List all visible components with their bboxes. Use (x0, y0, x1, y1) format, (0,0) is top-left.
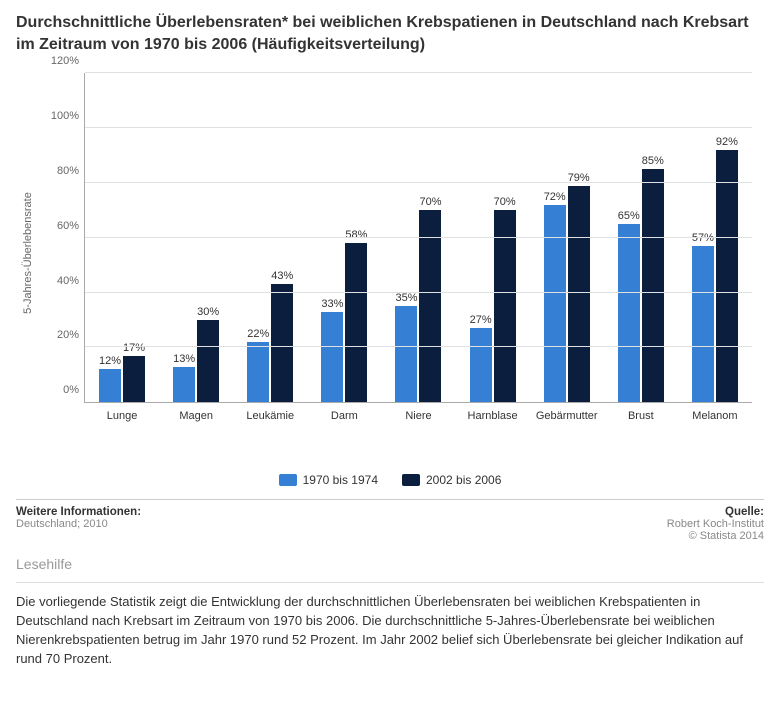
y-axis-label: 5-Jahres-Überlebensrate (22, 192, 34, 314)
category-group: 72%79%Gebärmutter (530, 73, 604, 402)
chart: 5-Jahres-Überlebensrate 12%17%Lunge13%30… (56, 73, 752, 433)
bar: 79% (568, 186, 590, 403)
legend-label: 2002 bis 2006 (426, 473, 501, 487)
plot-area: 12%17%Lunge13%30%Magen22%43%Leukämie33%5… (84, 73, 752, 403)
bar-value-label: 13% (173, 353, 195, 365)
chart-title: Durchschnittliche Überlebensraten* bei w… (16, 12, 764, 55)
bar-value-label: 33% (321, 298, 343, 310)
legend-label: 1970 bis 1974 (303, 473, 378, 487)
bar: 70% (494, 210, 516, 402)
bar-value-label: 58% (345, 229, 367, 241)
bar-value-label: 30% (197, 306, 219, 318)
meta-row: Weitere Informationen: Deutschland; 2010… (16, 499, 764, 542)
x-tick: Darm (331, 410, 358, 422)
bar: 57% (692, 246, 714, 402)
bar-value-label: 72% (544, 191, 566, 203)
legend-swatch (402, 474, 420, 486)
category-group: 33%58%Darm (307, 73, 381, 402)
category-group: 13%30%Magen (159, 73, 233, 402)
y-tick: 80% (57, 165, 79, 177)
y-tick: 120% (51, 55, 79, 67)
lesehilfe-text: Die vorliegende Statistik zeigt die Entw… (16, 582, 764, 668)
bar-value-label: 35% (395, 292, 417, 304)
legend: 1970 bis 1974 2002 bis 2006 (16, 473, 764, 487)
bar: 27% (470, 328, 492, 402)
x-tick: Gebärmutter (536, 410, 598, 422)
bar: 72% (544, 205, 566, 402)
bar-value-label: 17% (123, 342, 145, 354)
bar-value-label: 65% (618, 210, 640, 222)
category-group: 22%43%Leukämie (233, 73, 307, 402)
bar: 33% (321, 312, 343, 402)
bar: 58% (345, 243, 367, 402)
x-tick: Harnblase (468, 410, 518, 422)
bar: 13% (173, 367, 195, 403)
grid-line (85, 72, 752, 73)
bar-value-label: 85% (642, 155, 664, 167)
grid-line (85, 237, 752, 238)
bar: 35% (395, 306, 417, 402)
bar: 70% (419, 210, 441, 402)
x-tick: Magen (179, 410, 213, 422)
bar: 12% (99, 369, 121, 402)
bar-value-label: 70% (494, 196, 516, 208)
bar: 17% (123, 356, 145, 403)
y-tick: 40% (57, 275, 79, 287)
meta-left: Weitere Informationen: Deutschland; 2010 (16, 506, 141, 542)
x-tick: Leukämie (246, 410, 294, 422)
category-group: 57%92%Melanom (678, 73, 752, 402)
y-tick: 0% (63, 384, 79, 396)
category-group: 12%17%Lunge (85, 73, 159, 402)
category-group: 35%70%Niere (381, 73, 455, 402)
category-group: 27%70%Harnblase (456, 73, 530, 402)
grid-line (85, 292, 752, 293)
meta-right-text2: © Statista 2014 (667, 530, 764, 542)
lesehilfe-title: Lesehilfe (16, 556, 764, 572)
x-tick: Niere (405, 410, 431, 422)
legend-item: 1970 bis 1974 (279, 473, 378, 487)
bar-value-label: 12% (99, 355, 121, 367)
bar-value-label: 70% (419, 196, 441, 208)
meta-right: Quelle: Robert Koch-Institut © Statista … (667, 506, 764, 542)
bar-value-label: 92% (716, 136, 738, 148)
x-tick: Brust (628, 410, 654, 422)
grid-line (85, 182, 752, 183)
bar: 65% (618, 224, 640, 402)
meta-right-header: Quelle: (725, 506, 764, 518)
bars-row: 12%17%Lunge13%30%Magen22%43%Leukämie33%5… (85, 73, 752, 402)
bar: 22% (247, 342, 269, 402)
bar: 92% (716, 150, 738, 402)
bar: 30% (197, 320, 219, 402)
legend-item: 2002 bis 2006 (402, 473, 501, 487)
grid-line (85, 346, 752, 347)
meta-right-text1: Robert Koch-Institut (667, 518, 764, 530)
bar-value-label: 57% (692, 232, 714, 244)
legend-swatch (279, 474, 297, 486)
category-group: 65%85%Brust (604, 73, 678, 402)
bar-value-label: 22% (247, 328, 269, 340)
y-tick: 60% (57, 220, 79, 232)
bar-value-label: 43% (271, 270, 293, 282)
y-tick: 100% (51, 110, 79, 122)
bar: 85% (642, 169, 664, 402)
meta-left-text: Deutschland; 2010 (16, 518, 141, 530)
x-tick: Lunge (107, 410, 138, 422)
grid-line (85, 127, 752, 128)
meta-left-header: Weitere Informationen: (16, 506, 141, 518)
y-tick: 20% (57, 329, 79, 341)
bar: 43% (271, 284, 293, 402)
bar-value-label: 27% (470, 314, 492, 326)
x-tick: Melanom (692, 410, 737, 422)
